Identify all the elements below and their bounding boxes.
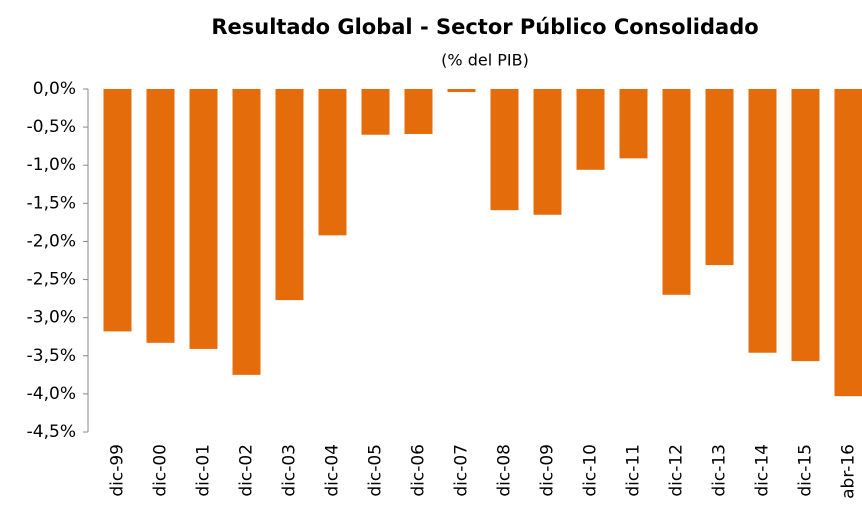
x-tick-label: dic-07: [452, 444, 472, 497]
x-tick-label: dic-03: [280, 444, 300, 497]
chart-title: Resultado Global - Sector Público Consol…: [211, 15, 758, 39]
y-tick-label: 0,0%: [33, 79, 76, 99]
bar: [361, 89, 390, 135]
y-tick-label: -1,0%: [27, 155, 76, 175]
x-tick-label: dic-09: [538, 444, 558, 497]
bar: [576, 89, 605, 170]
y-tick-label: -2,5%: [27, 270, 76, 290]
bar: [619, 89, 648, 159]
x-tick-label: dic-14: [753, 444, 773, 497]
bar: [404, 89, 433, 134]
bar: [533, 89, 562, 215]
y-tick-label: -0,5%: [27, 117, 76, 137]
x-tick-label: dic-99: [108, 444, 128, 497]
bar: [275, 89, 304, 301]
x-tick-label: dic-05: [366, 444, 386, 497]
x-tick-label: abr-16: [839, 444, 859, 499]
x-tick-label: dic-02: [237, 444, 257, 497]
y-tick-label: -4,5%: [27, 422, 76, 442]
x-tick-label: dic-08: [495, 444, 515, 497]
bar: [103, 89, 132, 332]
bar: [146, 89, 175, 343]
y-tick-label: -3,5%: [27, 346, 76, 366]
x-tick-label: dic-13: [710, 444, 730, 497]
bar: [189, 89, 218, 349]
x-tick-label: dic-10: [581, 444, 601, 497]
x-tick-label: dic-00: [151, 444, 171, 497]
chart-subtitle: (% del PIB): [441, 51, 529, 70]
bar: [705, 89, 734, 266]
bar: [748, 89, 777, 353]
y-tick-label: -1,5%: [27, 193, 76, 213]
bar: [490, 89, 519, 211]
x-tick-label: dic-12: [667, 444, 687, 497]
y-tick-label: -3,0%: [27, 308, 76, 328]
bar: [662, 89, 691, 295]
bar: [791, 89, 820, 362]
bar: [447, 89, 476, 93]
x-tick-label: dic-06: [409, 444, 429, 497]
bar: [232, 89, 261, 375]
bar: [318, 89, 347, 236]
x-tick-label: dic-15: [796, 444, 816, 497]
x-tick-label: dic-11: [624, 444, 644, 497]
y-tick-label: -2,0%: [27, 231, 76, 251]
x-tick-label: dic-04: [323, 444, 343, 497]
x-tick-label: dic-01: [194, 444, 214, 497]
bar: [834, 89, 862, 397]
y-tick-label: -4,0%: [27, 384, 76, 404]
